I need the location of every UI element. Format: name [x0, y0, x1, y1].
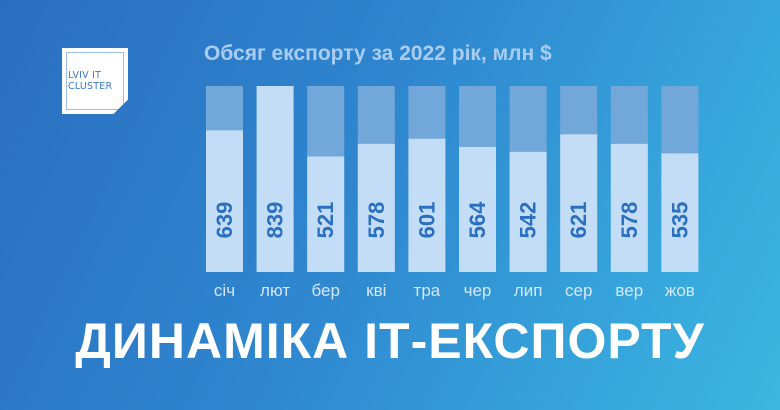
bar-value-label: 578	[364, 202, 389, 239]
bar	[661, 153, 699, 272]
category-label: бер	[311, 281, 339, 300]
bar-value-label: 521	[313, 202, 338, 239]
bar	[408, 138, 446, 272]
bar-value-label: 542	[516, 202, 541, 239]
logo-frame	[66, 52, 124, 110]
bar-value-label: 621	[566, 202, 591, 239]
chart-title: Обсяг експорту за 2022 рік, млн $	[204, 42, 552, 65]
bar-value-label: 601	[414, 202, 439, 239]
bar	[459, 146, 496, 272]
bar	[357, 143, 395, 272]
bar	[610, 143, 648, 272]
category-label: чер	[464, 281, 492, 300]
bar-value-label: 564	[465, 201, 490, 238]
bar	[509, 151, 547, 272]
category-label: вер	[615, 281, 643, 300]
category-label: тра	[414, 281, 441, 300]
bar	[206, 130, 243, 272]
logo-line-1: LVIV IT	[68, 70, 102, 81]
bar	[307, 156, 345, 272]
category-label: сер	[565, 281, 592, 300]
category-label: лют	[260, 281, 290, 300]
category-label: жов	[665, 281, 695, 300]
bar-value-label: 578	[617, 202, 642, 239]
headline: ДИНАМІКА ІТ-ЕКСПОРТУ	[75, 313, 705, 369]
bar-value-label: 839	[263, 202, 288, 239]
bar	[560, 134, 598, 272]
bar	[256, 86, 294, 272]
bar-value-label: 639	[212, 202, 237, 239]
category-label: січ	[214, 281, 235, 300]
bar-value-label: 535	[667, 202, 692, 239]
logo-text: LVIV IT CLUSTER	[68, 70, 128, 92]
category-label: кві	[366, 281, 386, 300]
lviv-it-cluster-logo: LVIV IT CLUSTER	[62, 48, 128, 114]
logo-line-2: CLUSTER	[68, 81, 113, 92]
category-label: лип	[514, 281, 543, 300]
